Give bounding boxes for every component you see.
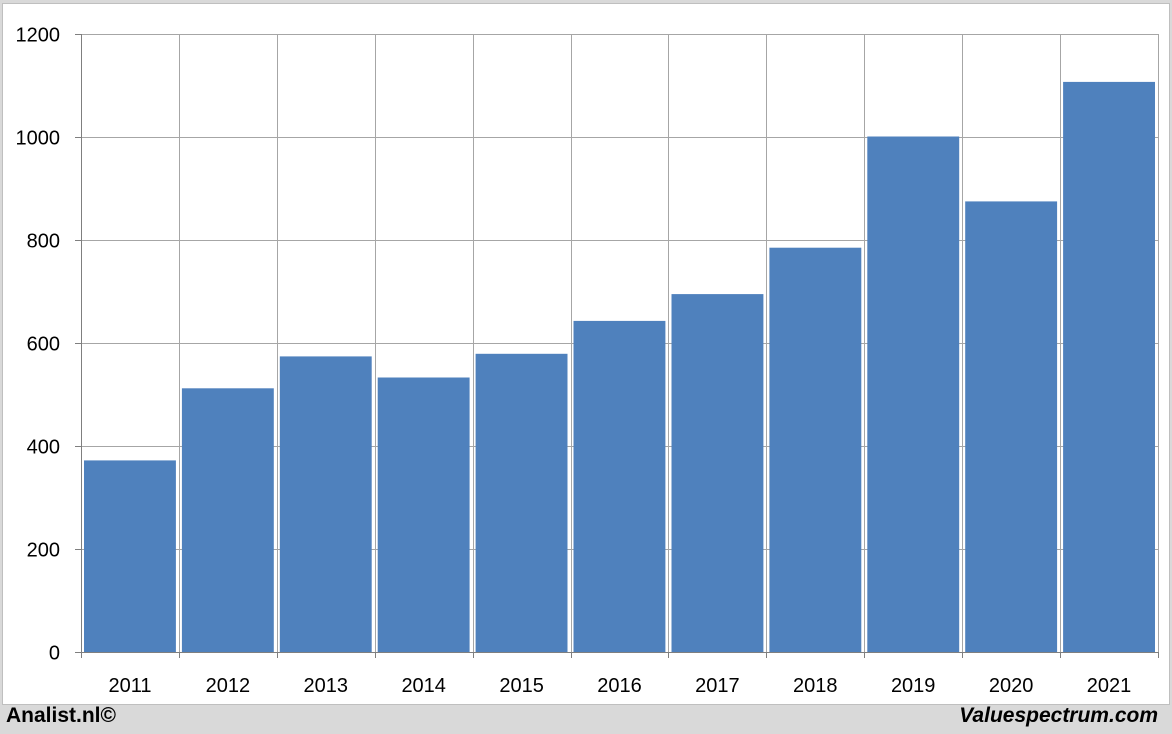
bar-2013 bbox=[279, 356, 372, 652]
bar-2011 bbox=[84, 460, 176, 652]
x-tick-label: 2021 bbox=[1087, 675, 1132, 697]
x-tick-label: 2020 bbox=[989, 675, 1034, 697]
y-tick-label: 0 bbox=[49, 643, 60, 665]
y-tick-label: 800 bbox=[27, 231, 60, 253]
y-tick-label: 600 bbox=[27, 334, 60, 356]
x-tick-label: 2014 bbox=[401, 675, 446, 697]
y-tick-label: 400 bbox=[27, 437, 60, 459]
x-tick-label: 2016 bbox=[597, 675, 642, 697]
y-tick-label: 1200 bbox=[16, 25, 61, 47]
x-tick-label: 2019 bbox=[891, 675, 936, 697]
axis-layer bbox=[75, 34, 1159, 658]
bar-2018 bbox=[769, 247, 862, 652]
bar-2017 bbox=[671, 294, 764, 652]
x-tick-label: 2013 bbox=[304, 675, 349, 697]
y-tick-label: 200 bbox=[27, 540, 60, 562]
y-tick-label: 1000 bbox=[16, 128, 61, 150]
label-layer: 0 200 400 600 800 1000 1200 2011 2012 2013 2014 201… bbox=[16, 25, 1132, 698]
bar-2014 bbox=[377, 377, 470, 652]
bar-2012 bbox=[181, 388, 274, 652]
x-tick-label: 2018 bbox=[793, 675, 838, 697]
footer-source-left: Analist.nl© bbox=[6, 704, 116, 727]
x-tick-label: 2015 bbox=[499, 675, 544, 697]
bar-2020 bbox=[965, 201, 1058, 652]
footer-source-right: Valuespectrum.com bbox=[959, 704, 1158, 727]
bar-layer bbox=[84, 81, 1155, 652]
bar-chart: 0 200 400 600 800 1000 1200 2011 2012 2013 2014 201… bbox=[16, 25, 1159, 698]
bar-2016 bbox=[573, 320, 666, 652]
x-tick-label: 2012 bbox=[206, 675, 251, 697]
bar-2015 bbox=[475, 353, 568, 652]
x-tick-label: 2017 bbox=[695, 675, 740, 697]
x-tick-label: 2011 bbox=[108, 675, 151, 697]
bar-2021 bbox=[1063, 81, 1155, 652]
bar-2019 bbox=[867, 136, 960, 652]
